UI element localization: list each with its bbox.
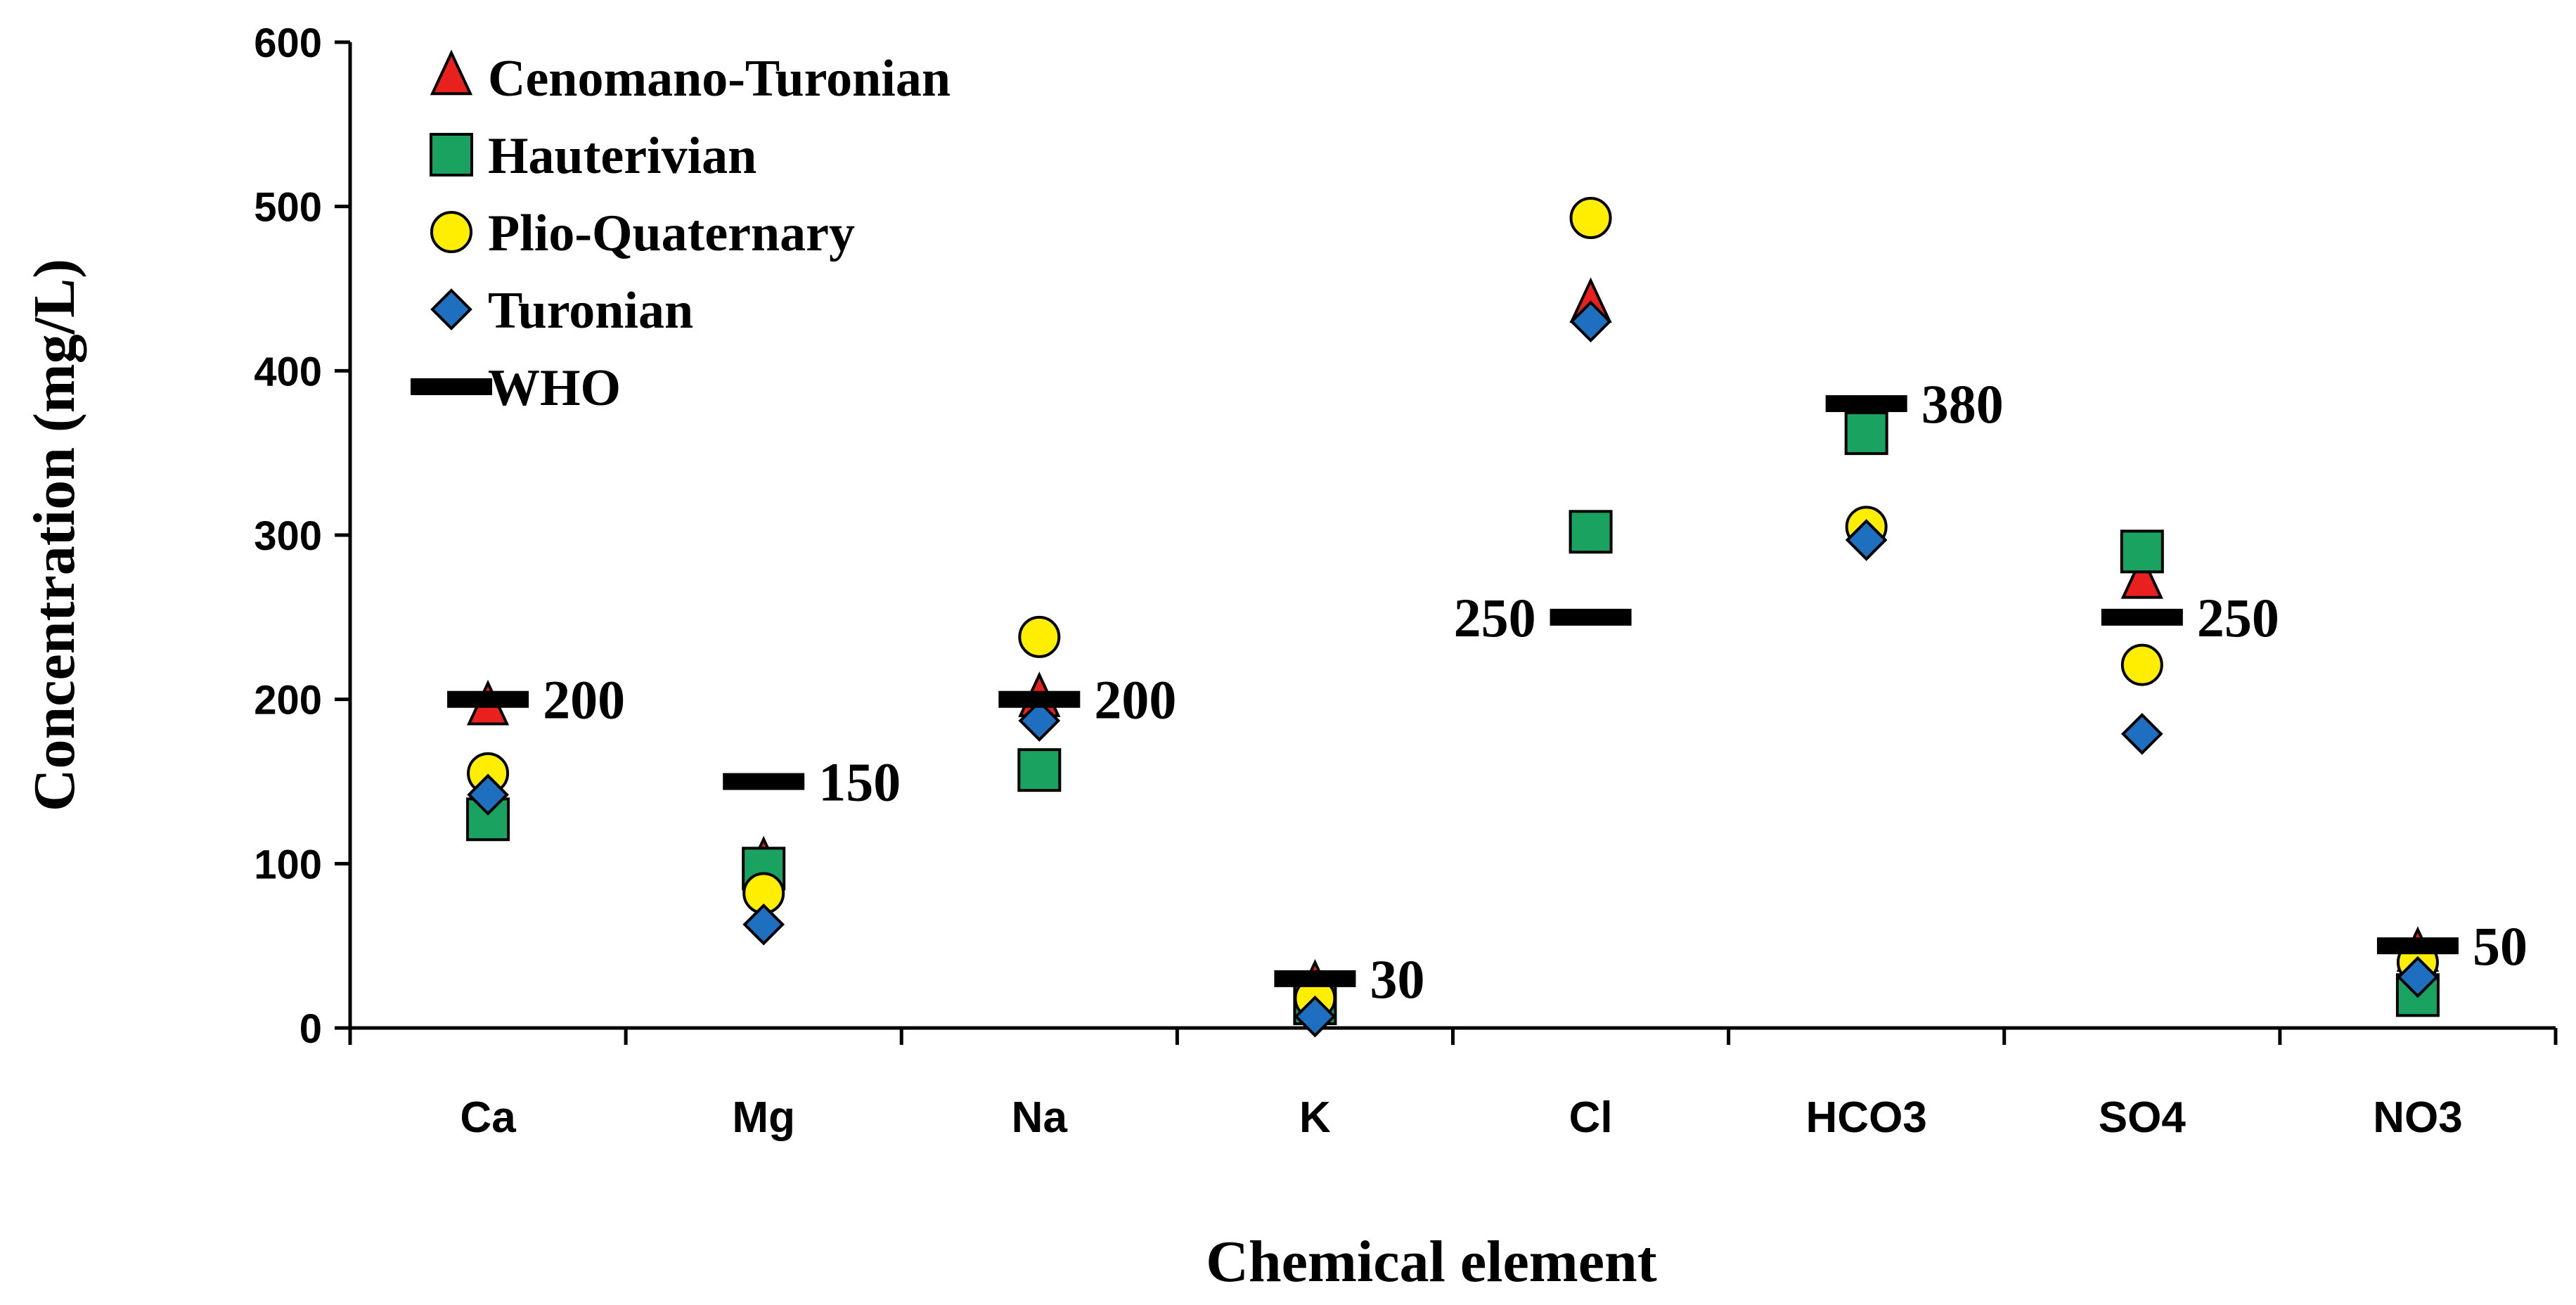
- marker-hauterivian-hco3: [1844, 411, 1888, 456]
- who-label-cl: 250: [1454, 587, 1536, 648]
- marker-turonian-hco3: [1845, 519, 1888, 561]
- legend-marker-hauterivian: [430, 133, 473, 176]
- legend-marker-cenomano-turonian: [430, 49, 473, 96]
- x-tick-label-so4: SO4: [2099, 1093, 2187, 1142]
- who-label-ca: 200: [543, 669, 625, 731]
- x-axis-title: Chemical element: [1206, 1229, 1656, 1294]
- marker-turonian-mg: [742, 903, 785, 946]
- marker-turonian-ca: [467, 773, 509, 816]
- marker-turonian-k: [1294, 995, 1337, 1038]
- who-label-na: 200: [1094, 669, 1176, 731]
- axes: [348, 42, 2556, 1030]
- who-mark-na: [998, 690, 1081, 708]
- x-tick-label-k: K: [1299, 1093, 1331, 1142]
- y-tick-label: 600: [254, 20, 322, 66]
- who-label-hco3: 380: [1921, 373, 2004, 435]
- legend: Cenomano-Turonian Hauterivian Plio-Quatern…: [411, 49, 951, 417]
- legend-label-cenomano-turonian: Cenomano-Turonian: [488, 50, 951, 108]
- who-mark-mg: [723, 773, 805, 790]
- x-tick-label-ca: Ca: [460, 1093, 516, 1142]
- who-mark-hco3: [1825, 395, 1907, 413]
- who-mark-no3: [2376, 937, 2459, 955]
- marker-turonian-so4: [2120, 712, 2163, 755]
- y-tick-label: 0: [300, 1006, 322, 1052]
- marker-plio-quaternary-na: [1018, 615, 1061, 658]
- legend-marker-turonian: [430, 288, 472, 330]
- legend-marker-plio-quaternary: [430, 211, 472, 253]
- legend-label-who: WHO: [488, 359, 621, 417]
- who-mark-so4: [2101, 608, 2183, 626]
- y-tick-label: 400: [254, 349, 322, 394]
- who-guideline-marks: 200 150 200 30 250 380 250 50: [447, 373, 2527, 1010]
- x-tick-label-na: Na: [1012, 1093, 1068, 1142]
- y-tick-label: 200: [254, 678, 322, 724]
- legend-label-plio-quaternary: Plio-Quaternary: [488, 205, 855, 262]
- who-label-mg: 150: [818, 752, 901, 813]
- who-label-no3: 50: [2473, 915, 2527, 977]
- y-axis-ticks: 0 100 200 300 400 500 600: [254, 20, 350, 1052]
- legend-label-hauterivian: Hauterivian: [488, 127, 756, 185]
- marker-turonian-cl: [1569, 300, 1612, 343]
- x-axis-ticks: Ca Mg Na K Cl HCO3 SO4 NO3: [348, 1028, 2558, 1142]
- who-label-k: 30: [1370, 949, 1424, 1010]
- marker-hauterivian-cl: [1569, 510, 1613, 554]
- x-tick-label-no3: NO3: [2373, 1093, 2462, 1142]
- marker-hauterivian-na: [1017, 748, 1062, 792]
- legend-marker-who: [411, 378, 492, 395]
- marker-turonian-na: [1018, 700, 1061, 742]
- x-tick-label-cl: Cl: [1569, 1093, 1613, 1142]
- x-tick-label-mg: Mg: [732, 1093, 795, 1142]
- x-tick-label-hco3: HCO3: [1806, 1093, 1927, 1142]
- y-tick-label: 500: [254, 185, 322, 231]
- who-mark-cl: [1550, 608, 1632, 626]
- marker-cenomano-turonian-so4: [2120, 553, 2163, 599]
- who-label-so4: 250: [2197, 587, 2279, 648]
- who-mark-k: [1274, 970, 1356, 987]
- marker-turonian-no3: [2397, 956, 2439, 998]
- marker-hauterivian-so4: [2120, 529, 2164, 574]
- y-axis-title: Concentration (mg/L): [22, 259, 87, 811]
- y-tick-label: 300: [254, 513, 322, 559]
- legend-label-turonian: Turonian: [488, 282, 693, 340]
- marker-plio-quaternary-so4: [2120, 643, 2163, 686]
- marker-plio-quaternary-cl: [1569, 197, 1612, 240]
- y-tick-label: 100: [254, 842, 322, 887]
- who-mark-ca: [447, 690, 529, 708]
